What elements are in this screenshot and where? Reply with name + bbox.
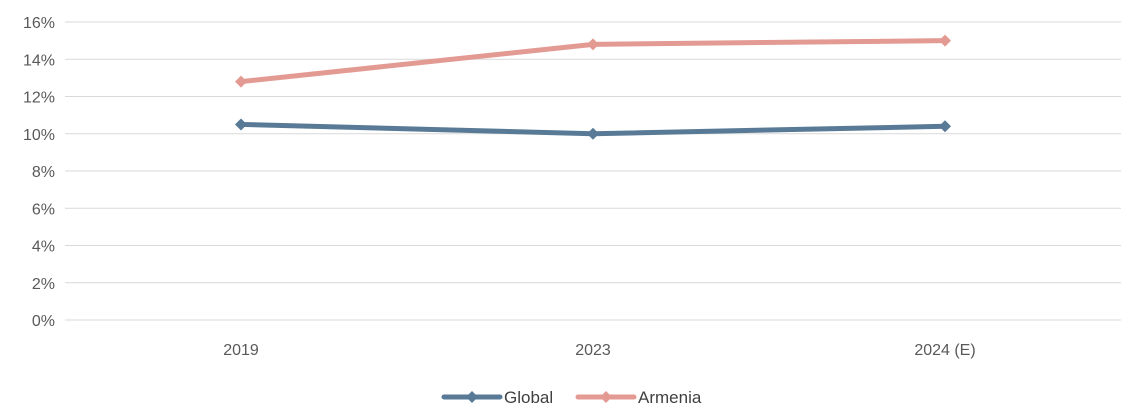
data-point-marker — [235, 118, 247, 131]
legend-swatch-marker — [466, 391, 478, 403]
legend: Global Armenia — [441, 388, 702, 406]
legend-item-armenia: Armenia — [575, 388, 702, 406]
data-point-marker — [939, 120, 951, 133]
data-point-marker — [939, 34, 951, 47]
legend-label: Armenia — [638, 388, 702, 406]
legend-swatch-marker — [600, 391, 612, 403]
y-tick-label: 0% — [32, 313, 55, 330]
series-lines — [235, 34, 951, 140]
legend-item-global: Global — [441, 388, 553, 406]
y-tick-label: 10% — [23, 127, 55, 144]
x-tick-label: 2019 — [223, 342, 259, 359]
y-tick-label: 16% — [23, 15, 55, 32]
data-point-marker — [235, 75, 247, 88]
x-tick-label: 2024 (E) — [914, 342, 975, 359]
y-tick-label: 8% — [32, 164, 55, 181]
x-axis-tick-labels: 2019 2023 2024 (E) — [223, 342, 975, 359]
y-tick-label: 6% — [32, 201, 55, 218]
y-tick-label: 14% — [23, 52, 55, 69]
data-point-marker — [587, 127, 599, 140]
y-tick-label: 4% — [32, 239, 55, 256]
legend-label: Global — [504, 388, 553, 406]
series-armenia — [235, 34, 951, 88]
y-axis-tick-labels: 0% 2% 4% 6% 8% 10% 12% 14% 16% — [23, 15, 55, 330]
x-tick-label: 2023 — [575, 342, 611, 359]
y-tick-label: 2% — [32, 276, 55, 293]
data-point-marker — [587, 38, 599, 51]
series-global — [235, 118, 951, 140]
gridlines — [65, 21, 1121, 321]
y-tick-label: 12% — [23, 90, 55, 107]
